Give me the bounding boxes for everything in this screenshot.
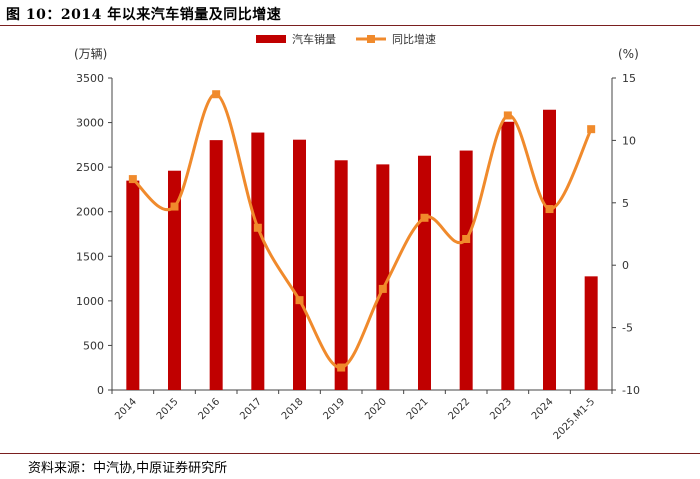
left-tick-label: 1500 bbox=[76, 250, 104, 263]
bar-sales bbox=[126, 180, 140, 390]
x-tick-label: 2021 bbox=[405, 396, 431, 422]
right-tick-label: -10 bbox=[622, 384, 640, 397]
line-growth-marker bbox=[337, 363, 346, 372]
x-tick-label: 2022 bbox=[447, 396, 473, 422]
left-tick-label: 3000 bbox=[76, 117, 104, 130]
line-growth-marker bbox=[420, 213, 429, 222]
x-tick-label: 2017 bbox=[238, 396, 264, 422]
bottom-rule bbox=[0, 453, 700, 454]
bar-sales bbox=[168, 170, 181, 390]
left-tick-label: 500 bbox=[83, 339, 104, 352]
legend-swatch-sales bbox=[256, 35, 286, 43]
x-tick-label: 2018 bbox=[280, 396, 306, 422]
left-tick-label: 2500 bbox=[76, 161, 104, 174]
line-growth-marker bbox=[253, 223, 262, 232]
line-growth-marker bbox=[295, 296, 304, 305]
left-tick-label: 1000 bbox=[76, 295, 104, 308]
bar-sales bbox=[209, 140, 223, 390]
left-axis-unit: (万辆) bbox=[74, 47, 107, 61]
left-tick-label: 2000 bbox=[76, 206, 104, 219]
x-tick-label: 2019 bbox=[322, 396, 348, 422]
x-tick-label: 2023 bbox=[488, 396, 514, 422]
line-growth-marker bbox=[545, 205, 554, 214]
x-tick-label: 2024 bbox=[530, 396, 556, 422]
legend-swatch-growth-marker bbox=[367, 35, 375, 43]
line-growth-marker bbox=[503, 111, 512, 120]
line-growth-marker bbox=[128, 175, 137, 184]
bar-sales bbox=[376, 164, 390, 390]
right-tick-label: 5 bbox=[622, 197, 629, 210]
line-growth-path bbox=[131, 92, 593, 370]
line-series-growth bbox=[128, 90, 596, 372]
x-tick-label: 2020 bbox=[363, 396, 389, 422]
bar-sales bbox=[459, 150, 473, 390]
bar-sales bbox=[293, 139, 306, 390]
x-tick-label: 2014 bbox=[113, 396, 139, 422]
figure-title: 图 10：2014 年以来汽车销量及同比增速 bbox=[6, 7, 282, 23]
bar-sales bbox=[543, 109, 556, 390]
x-tick-label: 2015 bbox=[155, 396, 181, 422]
right-axis-unit: (%) bbox=[618, 47, 639, 61]
left-tick-label: 3500 bbox=[76, 72, 104, 85]
legend-label-growth: 同比增速 bbox=[392, 32, 436, 46]
x-tick-label: 2025.M1-5 bbox=[552, 396, 598, 442]
legend-label-sales: 汽车销量 bbox=[292, 32, 336, 46]
chart-legend: 汽车销量 同比增速 bbox=[256, 32, 436, 46]
line-growth-marker bbox=[170, 202, 179, 211]
bar-sales bbox=[251, 132, 265, 391]
line-growth-marker bbox=[462, 234, 471, 243]
left-tick-label: 0 bbox=[97, 384, 104, 397]
bar-sales bbox=[501, 121, 515, 391]
right-tick-label: -5 bbox=[622, 322, 633, 335]
line-growth-marker bbox=[212, 90, 221, 99]
right-tick-label: 0 bbox=[622, 259, 629, 272]
source-note: 资料来源：中汽协,中原证券研究所 bbox=[28, 461, 228, 476]
bar-series-sales bbox=[126, 109, 598, 391]
x-tick-label: 2016 bbox=[197, 396, 223, 422]
bar-sales bbox=[418, 155, 431, 390]
top-rule bbox=[0, 25, 700, 26]
right-tick-label: 15 bbox=[622, 72, 636, 85]
line-growth-marker bbox=[587, 125, 596, 134]
right-tick-label: 10 bbox=[622, 134, 636, 147]
line-growth-marker bbox=[378, 284, 387, 293]
bar-sales bbox=[334, 160, 348, 390]
bar-sales bbox=[584, 276, 598, 390]
